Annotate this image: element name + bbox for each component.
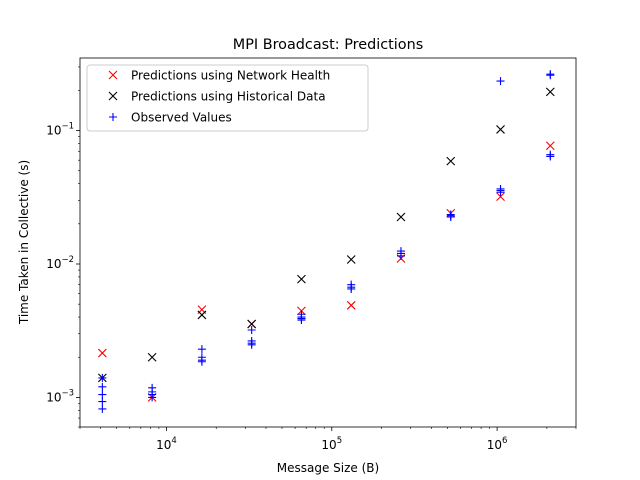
data-point: [247, 340, 256, 349]
legend-marker: [109, 113, 117, 121]
data-point: [247, 319, 257, 329]
data-point: [98, 390, 107, 399]
chart-title: MPI Broadcast: Predictions: [233, 37, 423, 53]
data-point: [98, 397, 107, 406]
legend-label: Predictions using Network Health: [131, 69, 330, 83]
data-point: [98, 373, 107, 382]
data-point: [197, 310, 207, 320]
series-3: [98, 70, 555, 413]
legend: Predictions using Network Health Predicti…: [86, 64, 369, 132]
data-point: [98, 404, 107, 413]
y-axis-label: Time Taken in Collective (s): [17, 160, 31, 325]
plot-frame: [79, 57, 577, 428]
series-2: [97, 87, 555, 383]
data-point: [297, 274, 306, 284]
data-point: [496, 188, 505, 197]
data-point: [446, 156, 456, 166]
legend-label: Observed Values: [131, 111, 232, 125]
x-axis: 104 105 106: [79, 427, 577, 452]
data-point: [546, 71, 555, 80]
data-point: [496, 192, 505, 201]
legend-marker: [108, 70, 118, 80]
plot-area: [79, 57, 577, 428]
data-point: [545, 87, 555, 97]
data-point: [446, 213, 455, 222]
data-point: [97, 348, 107, 358]
y-tick-label: 10−2: [46, 255, 74, 271]
data-point: [545, 141, 555, 151]
y-tick-label: 10−3: [46, 388, 74, 404]
x-tick-label: 106: [487, 436, 508, 452]
data-point: [148, 393, 157, 402]
data-point: [197, 345, 206, 354]
data-point: [396, 251, 405, 260]
data-point: [396, 212, 406, 222]
data-point: [297, 316, 306, 325]
legend-frame: [86, 64, 369, 132]
data-point: [98, 382, 107, 391]
data-point: [496, 77, 505, 86]
x-tick-label: 104: [156, 436, 177, 452]
data-point: [347, 284, 356, 293]
x-axis-label: Message Size (B): [277, 461, 379, 475]
y-axis: 10−3 10−2 10−1: [46, 66, 80, 428]
data-marks: [97, 70, 555, 413]
data-point: [346, 300, 356, 310]
legend-marker: [108, 91, 118, 101]
data-point: [147, 352, 157, 362]
series-1: [97, 141, 555, 402]
data-point: [546, 152, 555, 161]
y-tick-label: 10−1: [46, 122, 74, 138]
x-tick-label: 105: [321, 436, 342, 452]
data-point: [197, 357, 206, 366]
data-point: [247, 326, 256, 335]
data-point: [496, 125, 505, 134]
data-point: [346, 255, 356, 264]
legend-label: Predictions using Historical Data: [131, 90, 326, 104]
